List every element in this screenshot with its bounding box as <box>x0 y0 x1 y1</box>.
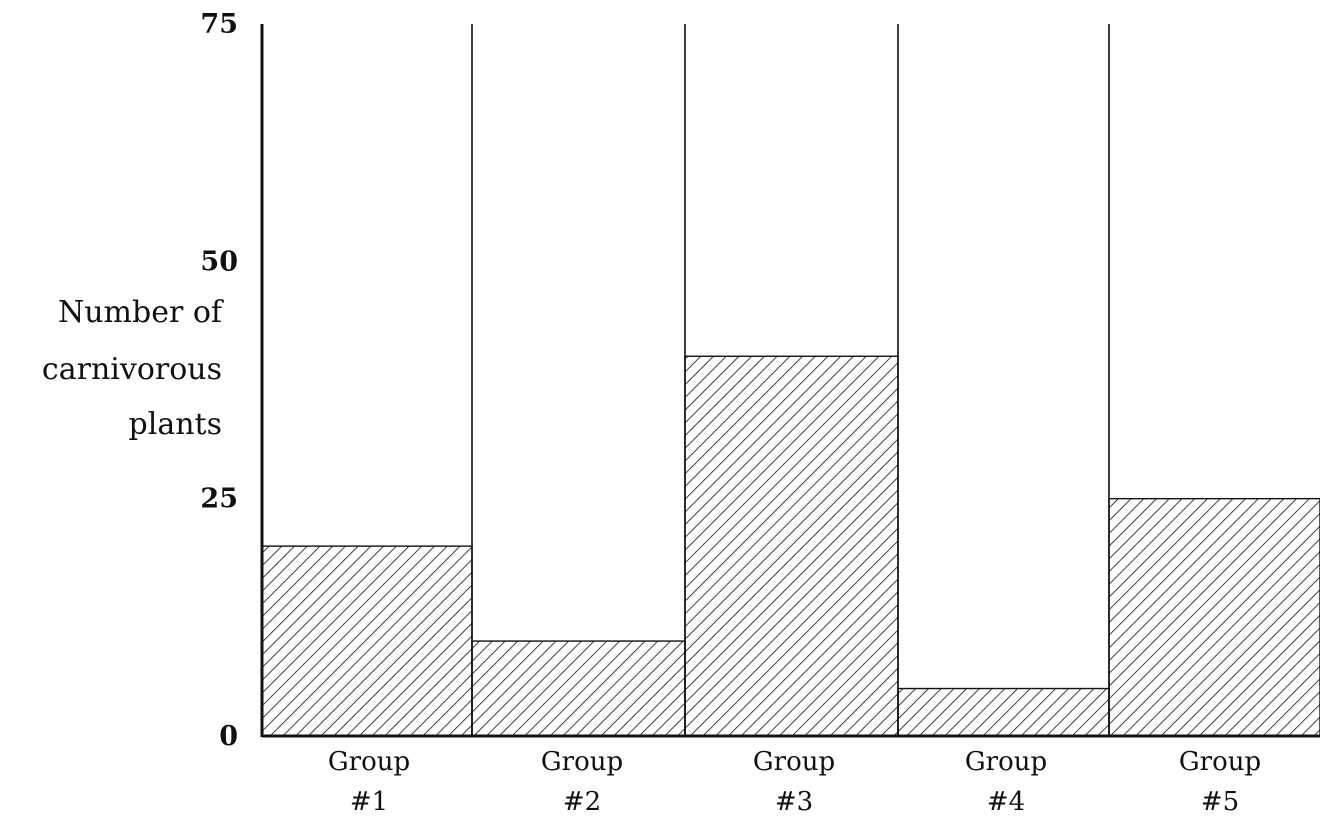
x-category-label: Group <box>1179 747 1261 777</box>
y-axis-label-line: carnivorous <box>42 352 222 387</box>
x-category-label: Group <box>328 747 410 777</box>
y-axis-label-line: Number of <box>58 295 224 330</box>
axes <box>260 24 1320 738</box>
x-category-label: Group <box>965 747 1047 777</box>
bar-group-3 <box>684 355 899 737</box>
y-tick-label: 0 <box>219 721 238 752</box>
y-axis-label: Number of carnivorous plants <box>42 295 224 442</box>
x-category-label: #1 <box>350 787 388 816</box>
x-category-label: #2 <box>563 787 601 816</box>
x-category-label: #5 <box>1201 787 1239 816</box>
x-category-label: Group <box>753 747 835 777</box>
y-tick-label: 50 <box>200 246 238 277</box>
x-category-labels: Group #1 Group #2 Group #3 Group #4 Group #5 <box>328 747 1261 816</box>
bars <box>261 355 1320 737</box>
bar-group-5 <box>1108 497 1320 737</box>
y-tick-labels: 0 25 50 75 <box>200 9 238 752</box>
y-tick-label: 25 <box>200 484 238 515</box>
x-category-label: #4 <box>987 787 1025 816</box>
y-axis-label-line: plants <box>129 407 222 442</box>
x-category-label: Group <box>541 747 623 777</box>
bar-group-1 <box>261 545 473 737</box>
bar-group-2 <box>471 640 686 737</box>
x-category-label: #3 <box>775 787 813 816</box>
y-tick-label: 75 <box>200 9 238 40</box>
bar-group-4 <box>897 687 1110 737</box>
